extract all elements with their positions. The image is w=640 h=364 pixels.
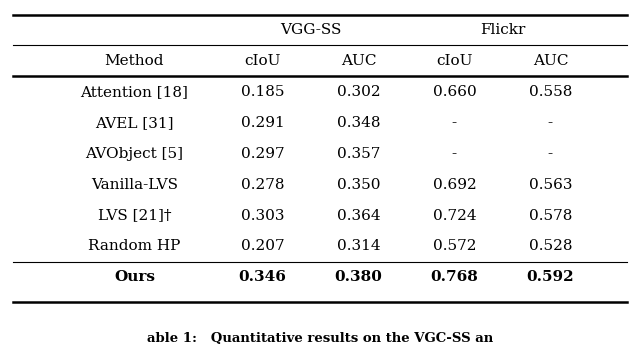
Text: 0.563: 0.563 (529, 178, 572, 191)
Text: Vanilla-LVS: Vanilla-LVS (91, 178, 178, 191)
Text: 0.592: 0.592 (527, 270, 574, 284)
Text: 0.572: 0.572 (433, 240, 476, 253)
Text: 0.303: 0.303 (241, 209, 284, 222)
Text: AUC: AUC (340, 54, 376, 68)
Text: able 1:   Quantitative results on the VGC-SS an: able 1: Quantitative results on the VGC-… (147, 332, 493, 345)
Text: AVObject [5]: AVObject [5] (85, 147, 184, 161)
Text: Method: Method (105, 54, 164, 68)
Text: 0.278: 0.278 (241, 178, 284, 191)
Text: 0.558: 0.558 (529, 85, 572, 99)
Text: 0.314: 0.314 (337, 240, 380, 253)
Text: AUC: AUC (532, 54, 568, 68)
Text: VGG-SS: VGG-SS (280, 23, 341, 37)
Text: Random HP: Random HP (88, 240, 180, 253)
Text: 0.768: 0.768 (431, 270, 478, 284)
Text: Flickr: Flickr (480, 23, 525, 37)
Text: -: - (452, 116, 457, 130)
Text: Ours: Ours (114, 270, 155, 284)
Text: 0.660: 0.660 (433, 85, 476, 99)
Text: 0.357: 0.357 (337, 147, 380, 161)
Text: 0.302: 0.302 (337, 85, 380, 99)
Text: 0.578: 0.578 (529, 209, 572, 222)
Text: 0.297: 0.297 (241, 147, 284, 161)
Text: Attention [18]: Attention [18] (81, 85, 188, 99)
Text: cIoU: cIoU (436, 54, 473, 68)
Text: 0.207: 0.207 (241, 240, 284, 253)
Text: 0.291: 0.291 (241, 116, 284, 130)
Text: 0.380: 0.380 (335, 270, 382, 284)
Text: cIoU: cIoU (244, 54, 281, 68)
Text: -: - (548, 147, 553, 161)
Text: 0.185: 0.185 (241, 85, 284, 99)
Text: AVEL [31]: AVEL [31] (95, 116, 173, 130)
Text: LVS [21]†: LVS [21]† (98, 209, 171, 222)
Text: 0.528: 0.528 (529, 240, 572, 253)
Text: 0.348: 0.348 (337, 116, 380, 130)
Text: -: - (452, 147, 457, 161)
Text: 0.724: 0.724 (433, 209, 476, 222)
Text: 0.346: 0.346 (239, 270, 286, 284)
Text: -: - (548, 116, 553, 130)
Text: 0.364: 0.364 (337, 209, 380, 222)
Text: 0.692: 0.692 (433, 178, 476, 191)
Text: 0.350: 0.350 (337, 178, 380, 191)
